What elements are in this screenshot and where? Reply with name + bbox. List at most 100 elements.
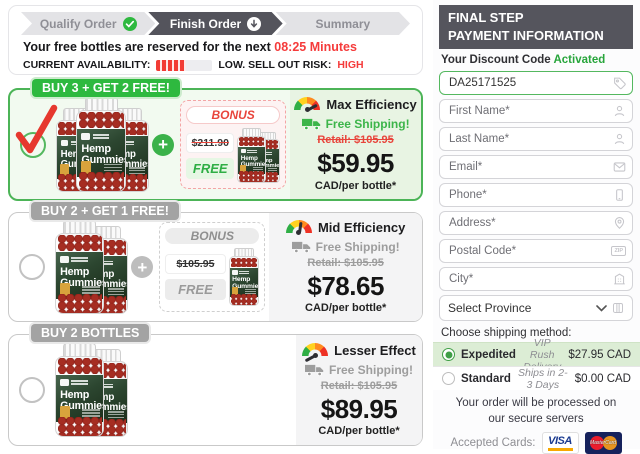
- offer-radio[interactable]: [20, 131, 46, 158]
- chevron-down-icon: [596, 305, 607, 312]
- order-status-box: Qualify Order Finish Order Summary Your …: [8, 5, 423, 75]
- brand-logo-icon: [60, 139, 69, 147]
- price-unit: CAD/per bottle*: [305, 302, 387, 315]
- progress-steps: Qualify Order Finish Order Summary: [21, 12, 410, 35]
- shipping-option-standard[interactable]: Standard Ships in 2-3 Days $0.00 CAD: [433, 366, 640, 391]
- shipping-radio[interactable]: [442, 348, 455, 362]
- free-shipping-label: Free Shipping!: [329, 362, 413, 377]
- offer-pricing: Mid Efficiency Free Shipping! Retail: $1…: [269, 213, 422, 321]
- offer-radio[interactable]: [19, 377, 45, 403]
- efficiency-label: Lesser Effect: [334, 342, 416, 358]
- first-name-input[interactable]: [439, 99, 633, 124]
- bottle-badge: [80, 160, 92, 174]
- discount-code-input[interactable]: [439, 71, 633, 96]
- efficiency-label: Mid Efficiency: [317, 219, 406, 235]
- plus-icon: +: [131, 256, 154, 278]
- zip-icon: ZIP: [611, 246, 626, 257]
- mastercard-icon: MasterCard: [584, 432, 622, 454]
- step-finish-order[interactable]: Finish Order: [148, 12, 282, 35]
- offer-ribbon: BUY 3 + GET 2 FREE!: [32, 79, 180, 97]
- product-image-3-bottles: Hemp Gummies Hemp Gummies: [56, 96, 150, 193]
- bottle-badge: [59, 405, 70, 419]
- gummies-visible: [230, 293, 258, 306]
- availability-bar-fill: [156, 59, 187, 71]
- bottle-badge: [231, 287, 239, 296]
- availability-bar: [156, 59, 213, 71]
- gummies-visible: [57, 358, 102, 374]
- brand-logo-icon: [60, 255, 69, 263]
- bonus-title: BONUS: [186, 105, 281, 124]
- offer-radio[interactable]: [19, 254, 45, 280]
- timer-value: 08:25 Minutes: [274, 40, 357, 54]
- last-name-input[interactable]: [439, 127, 633, 152]
- province-select[interactable]: Select Province: [439, 295, 633, 322]
- bonus-old-price: $211.90: [186, 132, 235, 153]
- bottle-cap-icon: [63, 342, 97, 358]
- visa-card-icon: VISA: [541, 432, 579, 454]
- discount-status: Activated: [553, 54, 606, 67]
- offer-price: $59.95: [317, 148, 394, 179]
- bottle-badge: [60, 164, 70, 176]
- retail-price: Retail: $105.95: [317, 134, 394, 147]
- bottle-label-title: Hemp Gummies: [240, 154, 267, 169]
- phone-input[interactable]: [439, 183, 633, 208]
- bottle-cap-icon: [63, 219, 97, 235]
- bottle-label-title: Hemp Gummies: [81, 143, 127, 167]
- availability-line: CURRENT AVAILABILITY: LOW. SELL OUT RISK…: [23, 59, 364, 71]
- product-bottle: Hemp Gummies: [76, 96, 127, 193]
- bottle-cap-icon: [233, 247, 255, 257]
- retail-price: Retail: $105.95: [307, 256, 384, 269]
- offer-card-buy3-get2[interactable]: BUY 3 + GET 2 FREE! Hemp Gummies: [8, 79, 423, 201]
- step-label: Qualify Order: [39, 16, 117, 31]
- email-input[interactable]: [439, 155, 633, 180]
- bottle-cap-icon: [84, 96, 118, 112]
- step-qualify-order[interactable]: Qualify Order: [21, 12, 155, 35]
- bonus-title: BONUS: [165, 227, 260, 244]
- location-pin-icon: [613, 217, 626, 230]
- gummies-visible: [239, 170, 265, 182]
- step-summary[interactable]: Summary: [276, 12, 410, 35]
- product-image-2-bottles: Hemp Gummies Hemp Gummies: [55, 219, 129, 315]
- check-circle-icon: [123, 17, 137, 31]
- offer-card-buy2-get1[interactable]: BUY 2 + GET 1 FREE! Hemp Gummies: [8, 202, 423, 322]
- payment-header: FINAL STEP PAYMENT INFORMATION: [439, 5, 633, 50]
- bottle-label-title: Hemp Gummies: [232, 276, 260, 290]
- shipping-option-expedited[interactable]: Expedited VIP Rush Delivery $27.95 CAD: [433, 337, 640, 373]
- city-input[interactable]: [439, 267, 633, 292]
- efficiency-gauge-icon: [294, 97, 321, 124]
- efficiency-gauge-icon: [285, 219, 312, 246]
- address-input[interactable]: [439, 211, 633, 236]
- person-icon: [613, 133, 626, 146]
- offer-price: $78.65: [307, 270, 384, 301]
- gummies-visible: [78, 112, 124, 128]
- product-bottle: Hemp Gummies: [228, 247, 260, 307]
- efficiency-label: Max Efficiency: [326, 97, 417, 113]
- accepted-cards-row: Accepted Cards: VISA MasterCard: [439, 432, 633, 454]
- offer-ribbon: BUY 2 BOTTLES: [31, 324, 150, 342]
- brand-logo-icon: [81, 132, 91, 141]
- brand-logo-icon: [240, 149, 246, 154]
- envelope-icon: [613, 161, 626, 174]
- reservation-timer: Your free bottles are reserved for the n…: [23, 40, 357, 54]
- bottle-label: Hemp Gummies: [56, 374, 104, 422]
- bonus-box: BONUS $211.90 FREE Hemp Gummies: [180, 99, 287, 190]
- gummies-visible: [78, 172, 124, 191]
- offer-card-buy2-bottles[interactable]: BUY 2 BOTTLES Hemp Gummies: [8, 324, 423, 446]
- building-icon: [613, 273, 626, 286]
- province-selected-value: Select Province: [448, 301, 532, 316]
- price-unit: CAD/per bottle*: [314, 179, 397, 192]
- bottle-label: Hemp Gummies: [77, 128, 127, 177]
- bottle-label: Hemp Gummies: [229, 267, 260, 298]
- shipping-method-label: Choose shipping method:: [441, 327, 572, 340]
- accepted-cards-label: Accepted Cards:: [450, 437, 536, 450]
- shipping-radio[interactable]: [442, 372, 455, 386]
- bottle-label: Hemp Gummies: [56, 251, 104, 299]
- postal-code-input[interactable]: [439, 239, 633, 264]
- bonus-old-price: $105.95: [165, 254, 226, 274]
- gummies-visible: [57, 235, 102, 251]
- bottle-label: Hemp Gummies: [238, 146, 267, 175]
- product-image-2-bottles: Hemp Gummies Hemp Gummies: [55, 342, 129, 438]
- step-label: Summary: [315, 16, 371, 31]
- retail-price: Retail: $105.95: [320, 379, 398, 392]
- tag-icon: [613, 77, 626, 90]
